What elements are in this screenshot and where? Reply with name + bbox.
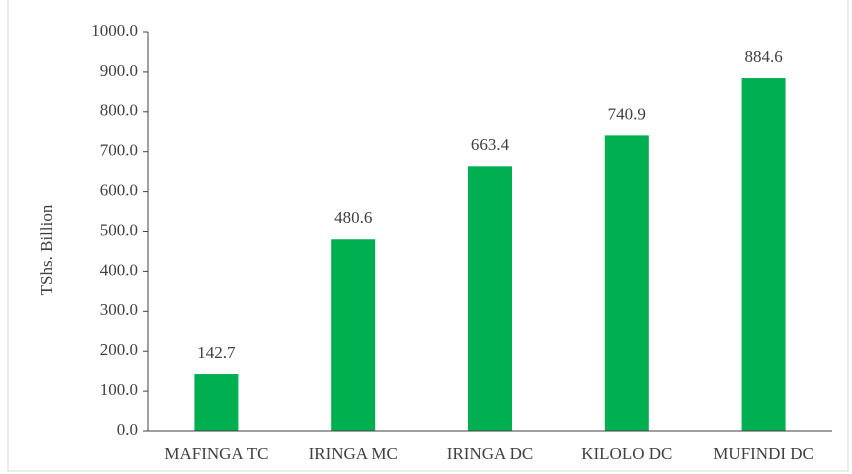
y-tick-label: 200.0 <box>100 340 138 359</box>
y-axis-label: TShs. Billion <box>37 204 56 295</box>
data-label: 142.7 <box>197 343 236 362</box>
data-label: 480.6 <box>334 208 372 227</box>
y-tick-label: 700.0 <box>100 141 138 160</box>
bar <box>468 166 512 431</box>
y-tick-label: 600.0 <box>100 181 138 200</box>
y-tick-label: 0.0 <box>117 420 138 439</box>
y-tick-label: 1000.0 <box>91 21 138 40</box>
bar <box>741 78 786 431</box>
bar <box>604 135 649 431</box>
data-label: 884.6 <box>744 47 782 66</box>
x-tick-label: IRINGA MC <box>309 444 398 463</box>
chart-frame <box>7 0 849 472</box>
bar <box>194 374 239 431</box>
data-label: 740.9 <box>608 104 646 123</box>
x-tick-label: MUFINDI DC <box>713 444 814 463</box>
y-tick-label: 800.0 <box>100 101 138 120</box>
x-tick-label: KILOLO DC <box>581 444 672 463</box>
y-tick-label: 300.0 <box>100 300 138 319</box>
y-tick-label: 900.0 <box>100 61 138 80</box>
x-tick-label: MAFINGA TC <box>164 444 268 463</box>
data-label: 663.4 <box>471 135 510 154</box>
x-tick-label: IRINGA DC <box>447 444 533 463</box>
y-tick-label: 400.0 <box>100 260 138 279</box>
y-tick-label: 100.0 <box>100 380 138 399</box>
y-tick-label: 500.0 <box>100 220 138 239</box>
bar <box>331 239 376 431</box>
